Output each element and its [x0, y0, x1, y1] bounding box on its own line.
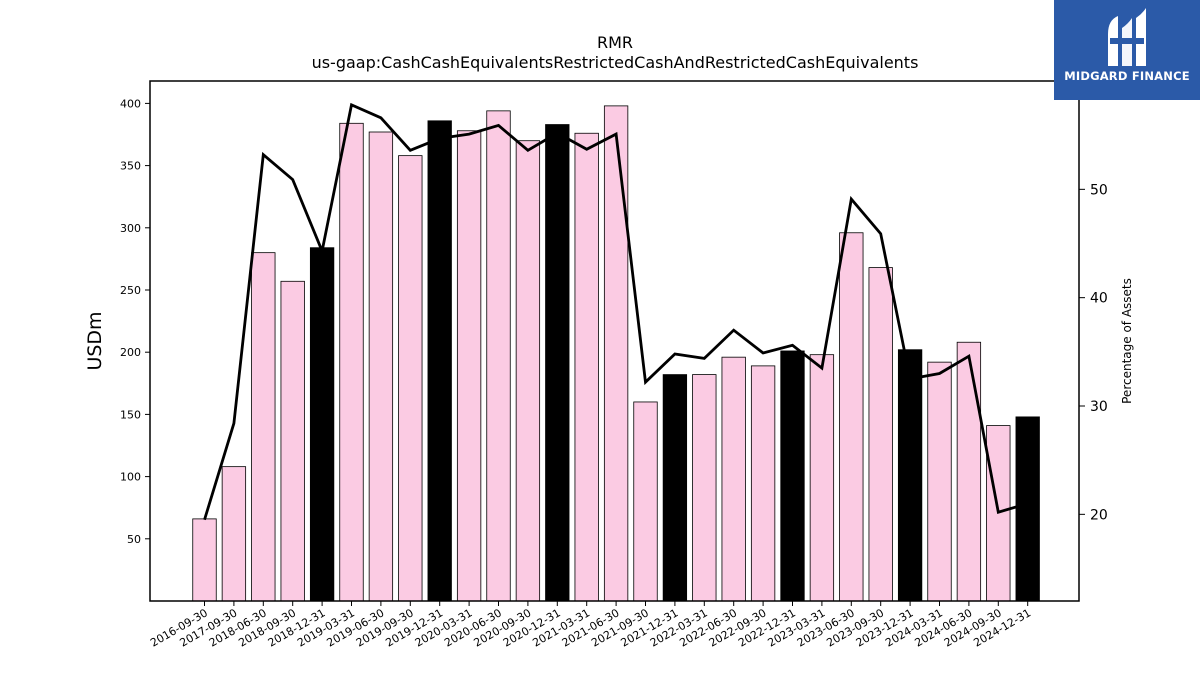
bar-2020-12-31: [545, 124, 570, 602]
y-tick-label: 150: [120, 408, 141, 421]
bar-2024-12-31: [1015, 416, 1040, 602]
bar-2024-03-31: [927, 361, 952, 602]
y-axis-label: USDm: [84, 311, 106, 370]
logo-mark-icon: [1108, 8, 1146, 66]
bar-2018-12-31: [309, 247, 335, 602]
y2-tick-label: 50: [1090, 182, 1108, 198]
y2-axis-label: Percentage of Assets: [1120, 278, 1134, 404]
bar-2022-09-30: [750, 365, 776, 602]
chart-subtitle: us-gaap:CashCashEquivalentsRestrictedCas…: [312, 53, 919, 72]
bar-2018-06-30: [251, 252, 276, 602]
bars-group: [192, 105, 1040, 602]
y-tick-label: 200: [120, 346, 141, 359]
y-tick-label: 300: [120, 222, 141, 235]
bar-2019-03-31: [339, 122, 364, 602]
logo-text: MIDGARD FINANCE: [1064, 69, 1190, 83]
midgard-finance-logo: MIDGARD FINANCE: [1054, 0, 1200, 100]
y2-tick-label: 20: [1090, 507, 1108, 523]
bar-2023-06-30: [839, 232, 864, 602]
percentage-line: [203, 102, 1029, 521]
bar-2022-12-31: [780, 350, 805, 602]
bar-2019-09-30: [398, 155, 423, 602]
y2-tick-label: 30: [1090, 399, 1108, 415]
bar-2023-09-30: [868, 267, 893, 602]
y-tick-label: 350: [120, 160, 141, 173]
bar-2021-03-31: [574, 132, 599, 602]
y-tick-label: 50: [127, 533, 141, 546]
bar-2024-06-30: [956, 341, 982, 602]
bar-2021-09-30: [633, 401, 658, 602]
bar-2020-06-30: [486, 110, 511, 602]
bar-2023-12-31: [897, 349, 923, 602]
y-tick-label: 400: [120, 97, 141, 110]
bar-2020-03-31: [456, 130, 482, 602]
plot-frame: [149, 80, 1080, 602]
y-tick-label: 250: [120, 284, 141, 297]
line-group: [203, 102, 1029, 521]
bar-2021-12-31: [662, 374, 688, 602]
bar-2019-12-31: [427, 120, 452, 602]
bar-2023-03-31: [809, 354, 835, 602]
y2-tick-label: 40: [1090, 291, 1108, 307]
bar-2022-03-31: [692, 374, 717, 602]
bar-2018-09-30: [280, 280, 305, 602]
y-tick-label: 100: [120, 471, 141, 484]
bar-2017-09-30: [221, 466, 247, 602]
bar-2016-09-30: [192, 518, 217, 602]
bar-2021-06-30: [603, 105, 629, 602]
bar-2019-06-30: [368, 131, 394, 602]
bar-2020-09-30: [515, 140, 541, 602]
chart-title: RMR: [597, 33, 633, 52]
bar-2022-06-30: [721, 356, 746, 602]
